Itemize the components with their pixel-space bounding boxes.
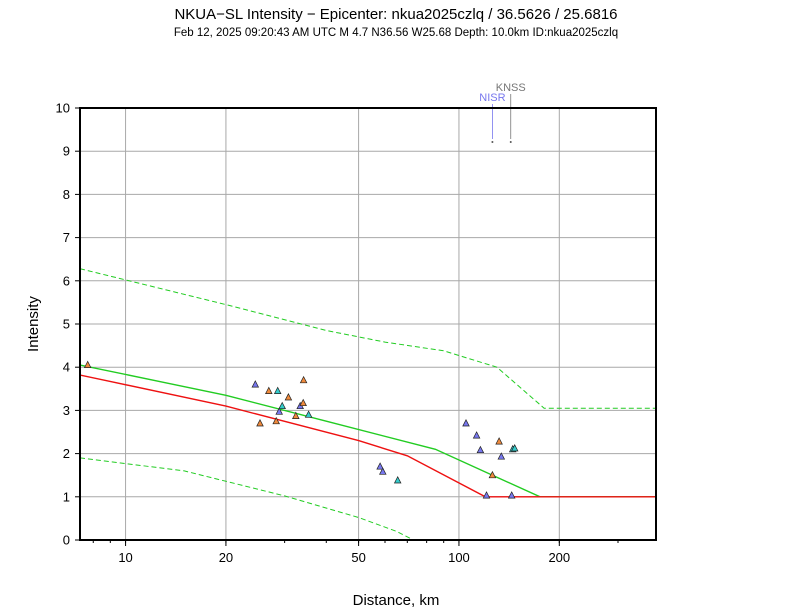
- station-marker: [272, 416, 280, 425]
- lower-bound-line: [80, 457, 414, 540]
- station-points: [83, 360, 519, 499]
- station-marker: [265, 386, 273, 394]
- model-red-line: [80, 374, 656, 498]
- station-label-knss: KNSS: [496, 82, 526, 94]
- y-axis-label: Intensity: [25, 296, 42, 352]
- station-marker: [278, 401, 286, 410]
- station-marker: [299, 375, 308, 384]
- x-tick-label: 200: [548, 550, 570, 565]
- x-tick-label: 20: [219, 550, 233, 565]
- station-label-dot: [509, 141, 512, 143]
- station-label-dot: [491, 141, 494, 143]
- station-marker: [251, 380, 260, 388]
- x-axis-label: Distance, km: [353, 592, 440, 609]
- station-marker: [376, 462, 384, 470]
- station-marker: [299, 398, 307, 407]
- y-tick-label: 6: [63, 273, 70, 288]
- station-marker: [379, 467, 387, 475]
- station-marker: [292, 411, 300, 419]
- y-tick-label: 7: [63, 230, 70, 245]
- station-marker: [83, 360, 92, 368]
- axis-ticks: 0 1 2 3 4 5 6 7 8 9 10 10 20 50 100 200: [56, 101, 619, 565]
- model-curves: [80, 268, 656, 540]
- station-marker: [284, 393, 293, 401]
- y-tick-label: 10: [56, 101, 70, 116]
- y-tick-label: 9: [63, 144, 70, 159]
- y-tick-label: 1: [63, 489, 70, 504]
- chart-title: NKUA−SL Intensity − Epicenter: nkua2025c…: [174, 6, 617, 23]
- station-marker: [482, 491, 491, 499]
- station-marker: [472, 431, 481, 439]
- y-tick-label: 0: [63, 533, 70, 548]
- station-marker: [488, 470, 497, 479]
- station-marker: [476, 445, 485, 454]
- plot-frame: [79, 107, 657, 541]
- x-tick-label: 100: [448, 550, 470, 565]
- y-tick-label: 2: [63, 446, 70, 461]
- y-tick-label: 5: [63, 317, 70, 332]
- station-marker: [510, 444, 519, 452]
- station-marker: [256, 419, 264, 427]
- station-marker: [273, 386, 282, 394]
- station-marker: [462, 419, 470, 427]
- station-label-nisr: NISR: [479, 92, 505, 104]
- station-marker: [507, 491, 516, 499]
- y-tick-label: 4: [63, 360, 70, 375]
- upper-bound-line: [80, 268, 656, 409]
- station-marker: [497, 452, 506, 460]
- x-tick-label: 10: [118, 550, 132, 565]
- station-marker: [393, 476, 402, 484]
- station-marker: [495, 437, 503, 445]
- x-tick-label: 50: [351, 550, 365, 565]
- chart-subtitle: Feb 12, 2025 09:20:43 AM UTC M 4.7 N36.5…: [174, 27, 618, 39]
- grid-lines: [80, 108, 656, 540]
- y-tick-label: 3: [63, 403, 70, 418]
- y-tick-label: 8: [63, 187, 70, 202]
- model-mean-green-line: [80, 364, 656, 498]
- station-marker: [275, 407, 283, 415]
- station-marker: [304, 410, 313, 418]
